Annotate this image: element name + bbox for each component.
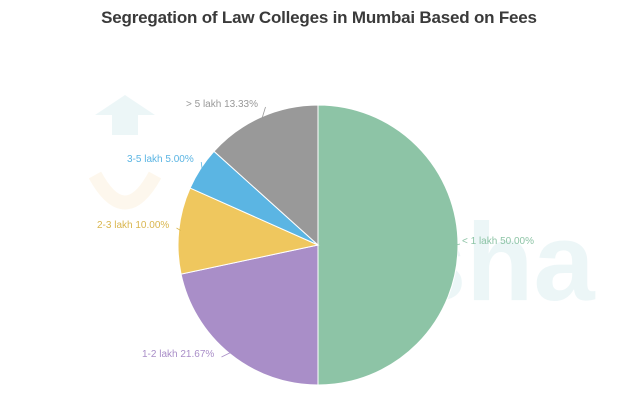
- chart-title: Segregation of Law Colleges in Mumbai Ba…: [101, 8, 537, 27]
- leader-line: [200, 161, 203, 170]
- pie-slice: [317, 104, 459, 386]
- pie-slice: [177, 187, 320, 275]
- leader-line: [176, 227, 181, 231]
- slice-label: < 1 lakh 50.00%: [462, 236, 534, 247]
- leader-line: [261, 106, 266, 120]
- leader-line: [221, 351, 232, 358]
- pie-slice: [180, 244, 319, 386]
- pie-slice: [213, 104, 319, 247]
- slice-label: > 5 lakh 13.33%: [186, 99, 258, 110]
- slice-label: 1-2 lakh 21.67%: [142, 349, 215, 360]
- slice-label: 3-5 lakh 5.00%: [127, 154, 194, 165]
- leader-line: [455, 243, 461, 246]
- slice-label: 2-3 lakh 10.00%: [97, 220, 170, 231]
